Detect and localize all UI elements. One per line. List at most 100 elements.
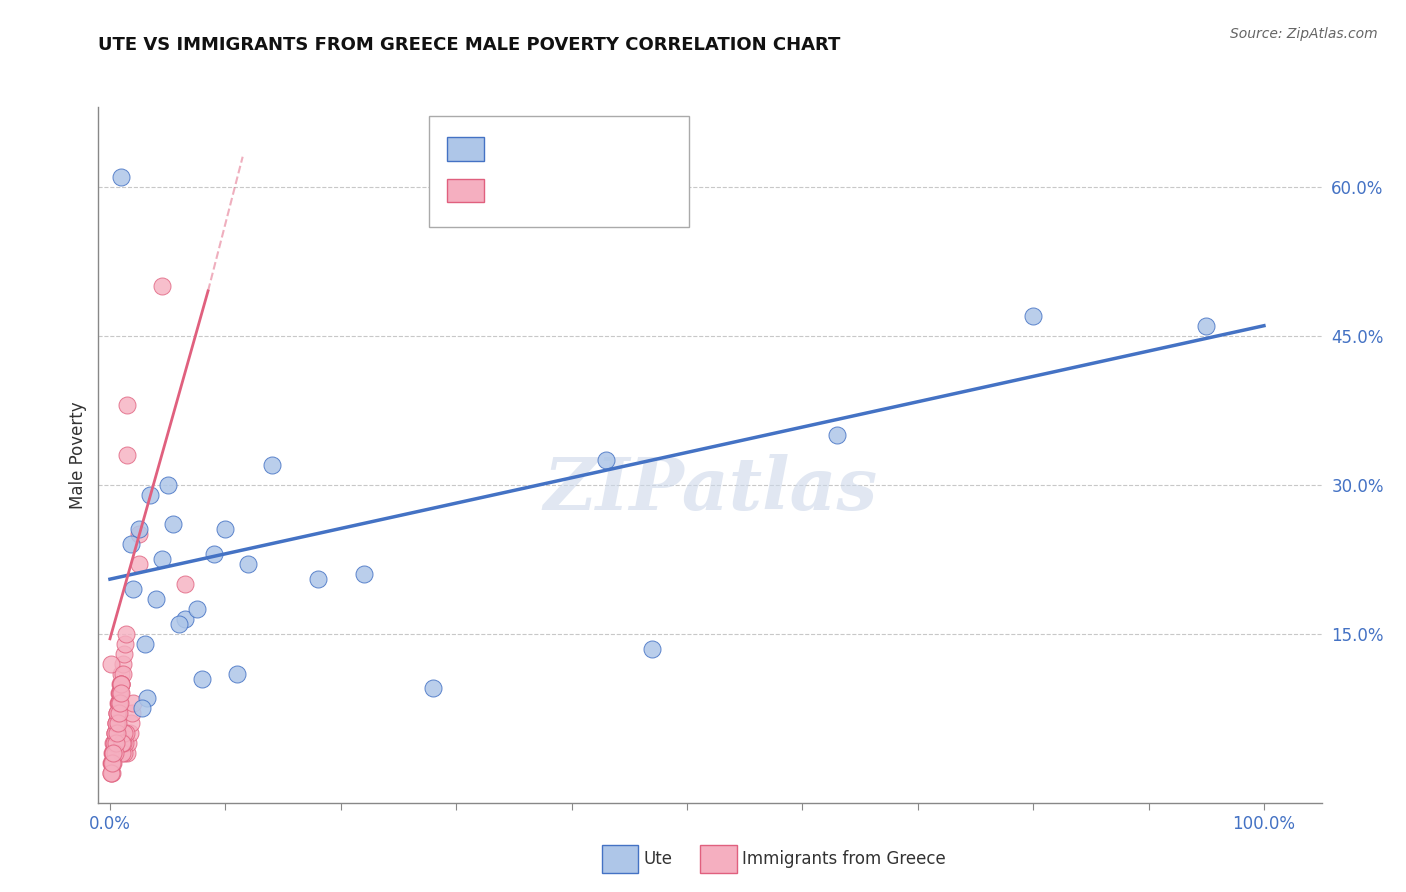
Point [105,706,128,721]
Point [108,686,131,700]
Point [111,736,134,750]
Point [307,572,329,586]
Point [353,567,375,582]
Point [112,736,135,750]
Point [101,746,124,760]
Point [110,686,132,700]
Point [100,756,122,770]
Point [260,458,283,472]
Point [111,746,134,760]
Point [1022,309,1045,323]
Point [110,169,132,184]
Point [114,637,136,651]
Point [104,726,127,740]
Point [174,612,197,626]
Point [101,746,124,760]
Point [186,602,208,616]
Text: ZIPatlas: ZIPatlas [543,454,877,525]
Point [108,686,131,700]
Point [108,697,131,711]
Point [104,726,127,740]
Point [128,523,150,537]
Point [128,527,150,541]
Point [107,697,129,711]
Point [156,477,179,491]
Point [135,691,157,706]
Point [103,736,125,750]
Point [191,672,214,686]
Point [110,666,132,681]
Point [101,746,124,760]
Point [202,547,225,561]
Point [105,716,128,731]
Point [238,558,260,572]
Point [167,616,190,631]
Point [122,697,145,711]
Point [115,627,138,641]
Point [114,736,136,750]
Point [108,686,131,700]
Point [115,726,138,740]
Text: Ute: Ute [644,850,673,868]
Point [107,706,129,721]
Point [110,697,132,711]
Point [107,716,129,731]
Point [118,726,141,740]
Point [101,756,124,770]
Text: Source: ZipAtlas.com: Source: ZipAtlas.com [1230,27,1378,41]
Text: R =: R = [489,180,523,194]
Point [111,657,134,671]
Point [105,716,128,731]
Point [120,537,142,551]
Point [103,756,125,770]
Text: Immigrants from Greece: Immigrants from Greece [742,850,946,868]
Point [105,726,128,740]
Point [112,726,135,740]
Point [100,756,122,770]
Point [107,706,129,721]
Text: UTE VS IMMIGRANTS FROM GREECE MALE POVERTY CORRELATION CHART: UTE VS IMMIGRANTS FROM GREECE MALE POVER… [98,36,841,54]
Point [122,582,145,596]
Point [110,676,132,690]
Point [1195,318,1218,333]
Point [108,706,131,721]
Text: 0.614: 0.614 [531,138,579,153]
Text: 83: 83 [641,180,662,194]
Point [825,428,848,442]
Y-axis label: Male Poverty: Male Poverty [69,401,87,508]
Point [225,666,247,681]
Point [101,756,124,770]
Point [214,523,236,537]
Point [101,766,124,780]
Point [104,716,127,731]
Point [103,746,125,760]
Text: N =: N = [598,180,641,194]
Point [100,766,122,780]
Point [595,453,617,467]
Point [641,641,664,656]
Point [117,736,139,750]
Point [139,488,162,502]
Point [174,577,197,591]
Point [150,552,173,566]
Point [104,726,127,740]
Point [104,726,127,740]
Point [145,592,167,607]
Point [100,756,122,770]
Point [103,746,125,760]
Point [107,706,129,721]
Point [112,746,135,760]
Point [105,716,128,731]
Point [107,706,129,721]
Point [110,686,132,700]
Point [103,736,125,750]
Point [105,716,128,731]
Point [120,716,142,731]
Point [110,676,132,690]
Point [108,697,131,711]
Point [103,746,125,760]
Text: 0.639: 0.639 [531,180,579,194]
Point [150,279,173,293]
Point [103,736,125,750]
Point [422,681,444,696]
